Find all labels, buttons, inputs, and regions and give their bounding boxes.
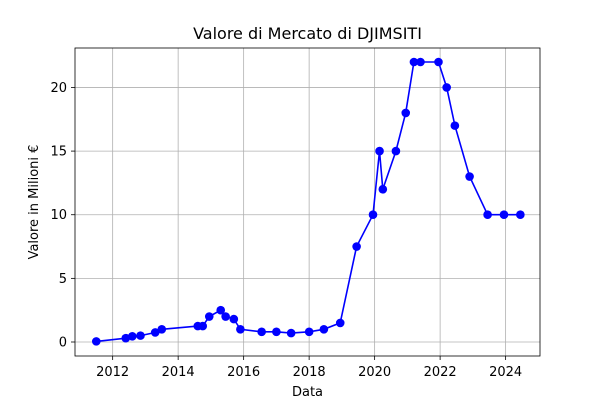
x-tick-label: 2016 [227, 365, 260, 380]
data-point [335, 318, 345, 328]
data-point [483, 210, 492, 220]
y-tick-label: 15 [50, 145, 67, 160]
data-point [272, 327, 281, 337]
data-point [434, 57, 443, 67]
data-point [409, 57, 419, 67]
x-tick-label: 2012 [96, 365, 129, 380]
data-point [286, 328, 296, 338]
series-line [96, 61, 521, 343]
y-tick-label: 20 [50, 81, 67, 96]
data-point [221, 312, 230, 321]
data-point [198, 321, 208, 331]
chart-title: Valore di Mercato di DJIMSITI [193, 24, 422, 43]
data-point [304, 327, 314, 337]
data-point [204, 312, 214, 321]
data-point [416, 57, 425, 67]
data-point [450, 121, 460, 130]
data-point [375, 146, 384, 156]
data-point [121, 333, 131, 343]
axis-ticks: 2012 2014 2016 2018 2020 2022 2024 0 5 10 15 20 [50, 81, 522, 380]
data-point [319, 324, 329, 334]
data-point [136, 331, 145, 340]
x-axis-label: Data [292, 385, 323, 400]
data-point [236, 324, 245, 334]
data-point [391, 146, 401, 156]
x-tick-label: 2020 [358, 365, 391, 380]
data-point [378, 184, 388, 194]
data-series [91, 57, 525, 346]
y-tick-label: 5 [59, 272, 67, 287]
y-axis-label: Valore in Milioni € [27, 145, 42, 260]
x-tick-label: 2014 [162, 365, 195, 380]
data-point [442, 83, 451, 92]
data-point [401, 108, 411, 118]
data-point [128, 331, 137, 341]
x-tick-label: 2018 [293, 365, 326, 380]
x-tick-label: 2022 [424, 365, 457, 380]
data-point [229, 314, 239, 324]
plot-frame [74, 47, 541, 357]
data-point [157, 324, 167, 334]
grid [75, 48, 540, 356]
data-point [516, 210, 525, 220]
y-tick-label: 10 [50, 208, 67, 223]
data-point [368, 210, 378, 220]
data-point [465, 172, 474, 181]
data-point [257, 327, 266, 337]
data-point [150, 328, 160, 337]
y-tick-label: 0 [59, 336, 67, 351]
x-tick-label: 2024 [489, 365, 522, 380]
data-point [216, 305, 226, 315]
data-point [91, 337, 101, 346]
data-point [352, 242, 361, 251]
data-point [499, 210, 509, 220]
